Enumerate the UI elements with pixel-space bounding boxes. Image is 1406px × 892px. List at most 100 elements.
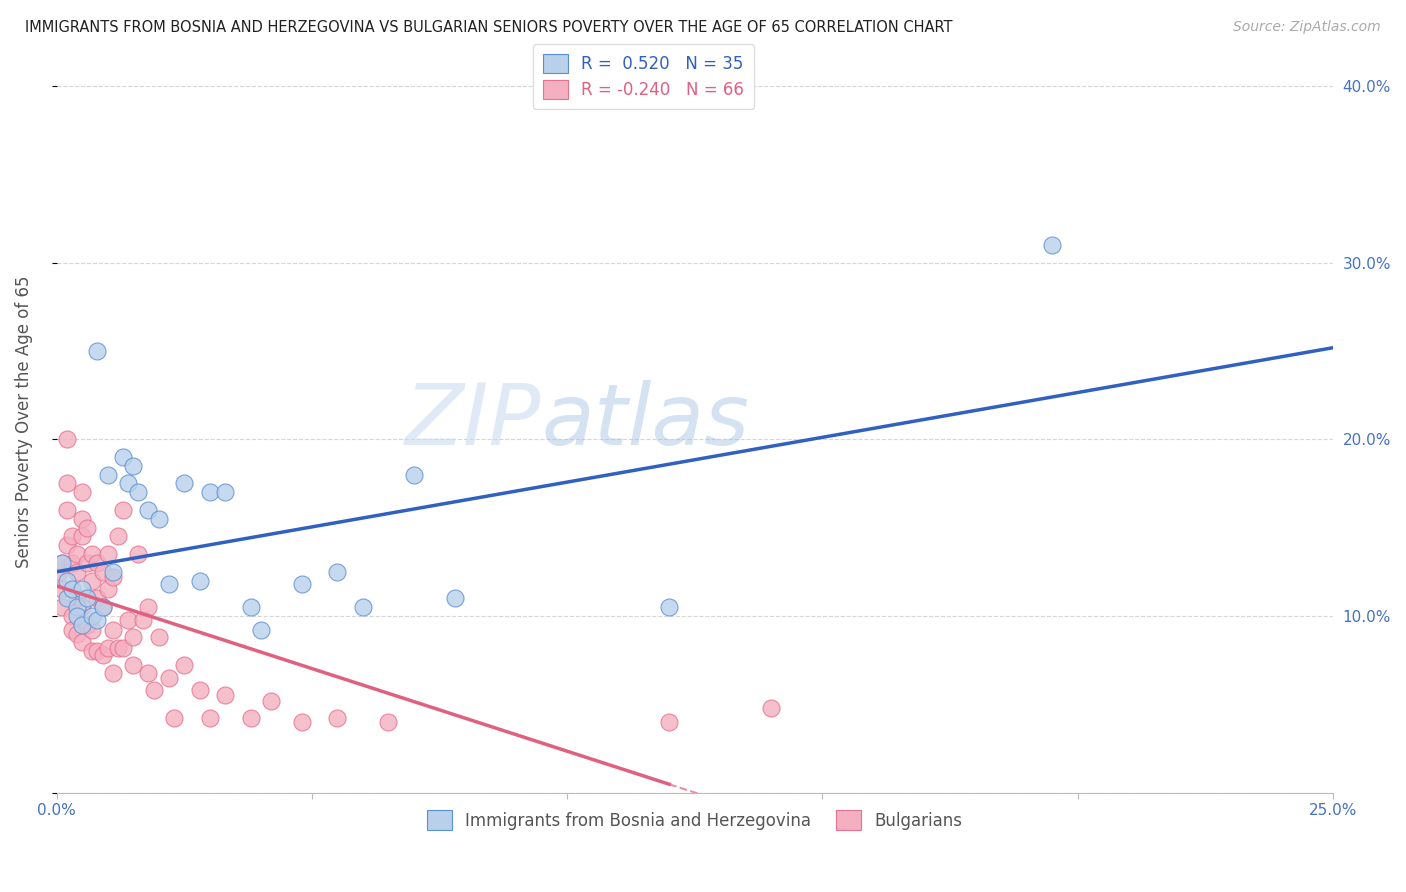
Point: [82, 574, 104, 588]
Point: [127, 485, 149, 500]
Point: [173, 658, 195, 673]
Point: [51, 556, 73, 570]
Point: [138, 600, 160, 615]
Point: [402, 467, 425, 482]
Text: ZIP: ZIP: [405, 380, 541, 463]
Point: [60, 623, 83, 637]
Point: [51, 582, 73, 597]
Point: [66, 547, 89, 561]
Point: [658, 714, 681, 729]
Legend: Immigrants from Bosnia and Herzegovina, Bulgarians: Immigrants from Bosnia and Herzegovina, …: [420, 804, 969, 837]
Point: [188, 574, 211, 588]
Point: [97, 582, 120, 597]
Point: [51, 600, 73, 615]
Point: [56, 433, 79, 447]
Point: [56, 538, 79, 552]
Point: [60, 609, 83, 624]
Point: [86, 613, 108, 627]
Point: [173, 476, 195, 491]
Point: [97, 640, 120, 655]
Point: [82, 623, 104, 637]
Point: [132, 613, 155, 627]
Point: [86, 344, 108, 359]
Point: [97, 547, 120, 561]
Point: [148, 512, 170, 526]
Point: [157, 671, 180, 685]
Point: [97, 467, 120, 482]
Point: [60, 529, 83, 543]
Point: [761, 701, 783, 715]
Point: [142, 683, 165, 698]
Point: [122, 458, 145, 473]
Point: [658, 600, 681, 615]
Point: [91, 565, 114, 579]
Point: [70, 600, 93, 615]
Point: [1040, 238, 1063, 252]
Point: [56, 476, 79, 491]
Point: [66, 609, 89, 624]
Point: [76, 617, 98, 632]
Point: [70, 635, 93, 649]
Point: [56, 503, 79, 517]
Y-axis label: Seniors Poverty Over the Age of 65: Seniors Poverty Over the Age of 65: [15, 276, 32, 568]
Point: [111, 450, 134, 464]
Point: [76, 591, 98, 606]
Point: [291, 714, 314, 729]
Text: atlas: atlas: [541, 380, 749, 463]
Point: [82, 609, 104, 624]
Text: IMMIGRANTS FROM BOSNIA AND HERZEGOVINA VS BULGARIAN SENIORS POVERTY OVER THE AGE: IMMIGRANTS FROM BOSNIA AND HERZEGOVINA V…: [25, 20, 953, 35]
Point: [70, 529, 93, 543]
Point: [117, 476, 139, 491]
Point: [239, 711, 262, 725]
Point: [91, 600, 114, 615]
Point: [148, 630, 170, 644]
Point: [66, 565, 89, 579]
Point: [82, 644, 104, 658]
Point: [163, 711, 186, 725]
Point: [70, 485, 93, 500]
Point: [48, 565, 70, 579]
Point: [60, 556, 83, 570]
Point: [214, 485, 236, 500]
Point: [249, 623, 271, 637]
Point: [443, 591, 465, 606]
Point: [86, 556, 108, 570]
Point: [91, 600, 114, 615]
Text: Source: ZipAtlas.com: Source: ZipAtlas.com: [1233, 20, 1381, 34]
Point: [60, 582, 83, 597]
Point: [352, 600, 374, 615]
Point: [214, 689, 236, 703]
Point: [56, 591, 79, 606]
Point: [66, 591, 89, 606]
Point: [122, 630, 145, 644]
Point: [101, 565, 124, 579]
Point: [198, 485, 221, 500]
Point: [127, 547, 149, 561]
Point: [198, 711, 221, 725]
Point: [291, 577, 314, 591]
Point: [117, 613, 139, 627]
Point: [239, 600, 262, 615]
Point: [51, 556, 73, 570]
Point: [70, 512, 93, 526]
Point: [70, 582, 93, 597]
Point: [111, 503, 134, 517]
Point: [111, 640, 134, 655]
Point: [138, 503, 160, 517]
Point: [101, 570, 124, 584]
Point: [107, 529, 129, 543]
Point: [56, 574, 79, 588]
Point: [76, 556, 98, 570]
Point: [86, 644, 108, 658]
Point: [101, 623, 124, 637]
Point: [76, 521, 98, 535]
Point: [82, 547, 104, 561]
Point: [86, 591, 108, 606]
Point: [326, 565, 349, 579]
Point: [66, 600, 89, 615]
Point: [122, 658, 145, 673]
Point: [157, 577, 180, 591]
Point: [188, 683, 211, 698]
Point: [377, 714, 399, 729]
Point: [101, 665, 124, 680]
